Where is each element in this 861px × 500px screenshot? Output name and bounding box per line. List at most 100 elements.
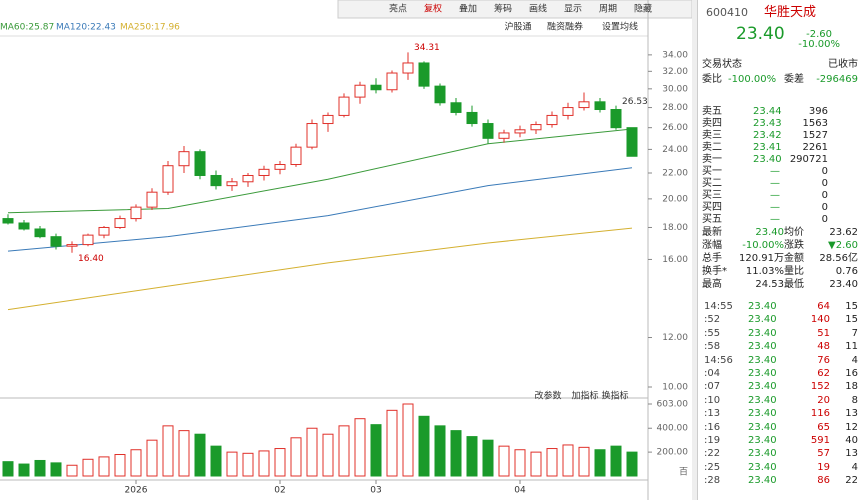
row: 涨幅 -10.00% 涨跌 ▼2.60 [698, 239, 861, 252]
volume-bar [178, 430, 190, 477]
cell: :04 [704, 368, 721, 379]
cell: 20 [817, 394, 830, 406]
volume-bar [18, 463, 30, 477]
row: 买五 — 0 [698, 213, 861, 226]
cell: -296469 [816, 74, 858, 85]
row: 14:55 23.40 64 15 [698, 300, 861, 313]
candle-body [338, 96, 350, 116]
volume-bar [370, 424, 382, 477]
volume-bar [626, 451, 638, 477]
cell: 委差 [784, 74, 804, 85]
cell: 1563 [802, 118, 828, 129]
candle-body [466, 111, 478, 125]
row: :07 23.40 152 18 [698, 380, 861, 393]
cell: 23.40 [829, 279, 858, 290]
cell: 卖五 [702, 106, 722, 117]
candle-body [82, 234, 94, 246]
cell: 23.40 [748, 381, 777, 393]
y-tick-label: 16.00 [662, 255, 688, 265]
candle-body [258, 168, 270, 176]
cell: 600410 [706, 6, 748, 19]
toolbar-button[interactable]: 周期 [599, 4, 617, 15]
toolbar-button[interactable]: 复权 [424, 3, 442, 15]
cell: 28.56亿 [819, 253, 858, 264]
y-tick-label: 12.00 [662, 333, 688, 343]
cell: 卖二 [702, 142, 722, 153]
toolbar-link[interactable]: 设置均线 [602, 21, 638, 33]
volume-bar [482, 439, 494, 477]
cell: — [770, 166, 780, 177]
cell: 16 [845, 368, 858, 379]
ma-line [7, 128, 633, 214]
row: :52 23.40 140 15 [698, 313, 861, 326]
volume-bar [322, 433, 334, 477]
volume-button[interactable]: 加指标 [571, 390, 598, 402]
cell: 15 [845, 301, 858, 312]
row: 最高 24.53 最低 23.40 [698, 278, 861, 291]
cell: 23.40 [748, 448, 777, 460]
volume-button[interactable]: 换指标 [601, 390, 628, 402]
cell: 57 [817, 448, 830, 460]
toolbar-button[interactable]: 显示 [564, 4, 582, 15]
volume-button[interactable]: 改参数 [534, 390, 561, 402]
cell: :28 [704, 475, 721, 487]
toolbar-button[interactable]: 叠加 [459, 4, 477, 15]
cell: 23.40 [748, 475, 777, 487]
candle-body [386, 72, 398, 91]
cell: 23.40 [748, 301, 777, 312]
volume-bar [594, 449, 606, 477]
cell: ▼2.60 [828, 240, 858, 251]
y-tick-label: 30.00 [662, 84, 688, 94]
candle-body [34, 228, 46, 238]
x-tick-label: 2026 [125, 486, 148, 496]
candle-body [242, 174, 254, 183]
cell: 14:55 [704, 301, 733, 312]
toolbar-link[interactable]: 沪股通 [504, 21, 531, 33]
cell: 23.44 [753, 106, 782, 117]
row: :19 23.40 591 40 [698, 434, 861, 447]
cell: 委比 [702, 74, 722, 85]
cell: 64 [817, 301, 830, 312]
cell: 买二 [702, 178, 722, 189]
cell: 0 [821, 178, 828, 189]
row: 买一 — 0 [698, 165, 861, 178]
cell: 最新 [702, 227, 722, 238]
candle-body [114, 218, 126, 228]
toolbar-link[interactable]: 融资融券 [547, 21, 583, 33]
cell: 65 [817, 421, 830, 433]
cell: 23.40 [748, 421, 777, 433]
cell: 51 [817, 327, 830, 339]
candle-body [498, 132, 510, 139]
cell: :19 [704, 435, 721, 446]
cell: 均价 [784, 227, 804, 238]
cell: 涨跌 [784, 240, 804, 251]
cell: :10 [704, 394, 721, 406]
toolbar-button[interactable]: 亮点 [389, 3, 407, 15]
volume-bar [450, 430, 462, 477]
candle-body [354, 84, 366, 98]
volume-bar [290, 437, 302, 477]
cell: 0.76 [835, 266, 858, 277]
cell: :22 [704, 448, 721, 460]
row: 23.40 -2.60 [698, 26, 861, 43]
cell: 23.40 [748, 354, 777, 366]
candle-body [434, 85, 446, 104]
ma-line [7, 167, 633, 252]
row: 14:56 23.40 76 4 [698, 354, 861, 367]
cell: — [770, 178, 780, 189]
toolbar-button[interactable]: 画线 [529, 3, 547, 15]
candle-body [610, 109, 622, 129]
cell: 23.41 [753, 142, 782, 153]
volume-bar [34, 459, 46, 477]
toolbar-button[interactable]: 筹码 [494, 3, 512, 15]
cell: 买三 [702, 190, 722, 201]
cell: :55 [704, 327, 721, 339]
candle-body [514, 129, 526, 134]
volume-bar [258, 450, 270, 477]
cell: 11 [845, 341, 858, 353]
toolbar-button[interactable]: 隐藏 [634, 3, 652, 15]
volume-bar [194, 433, 206, 477]
ma-legend: MA250:17.96 [120, 23, 180, 33]
cell: 0 [821, 202, 828, 213]
